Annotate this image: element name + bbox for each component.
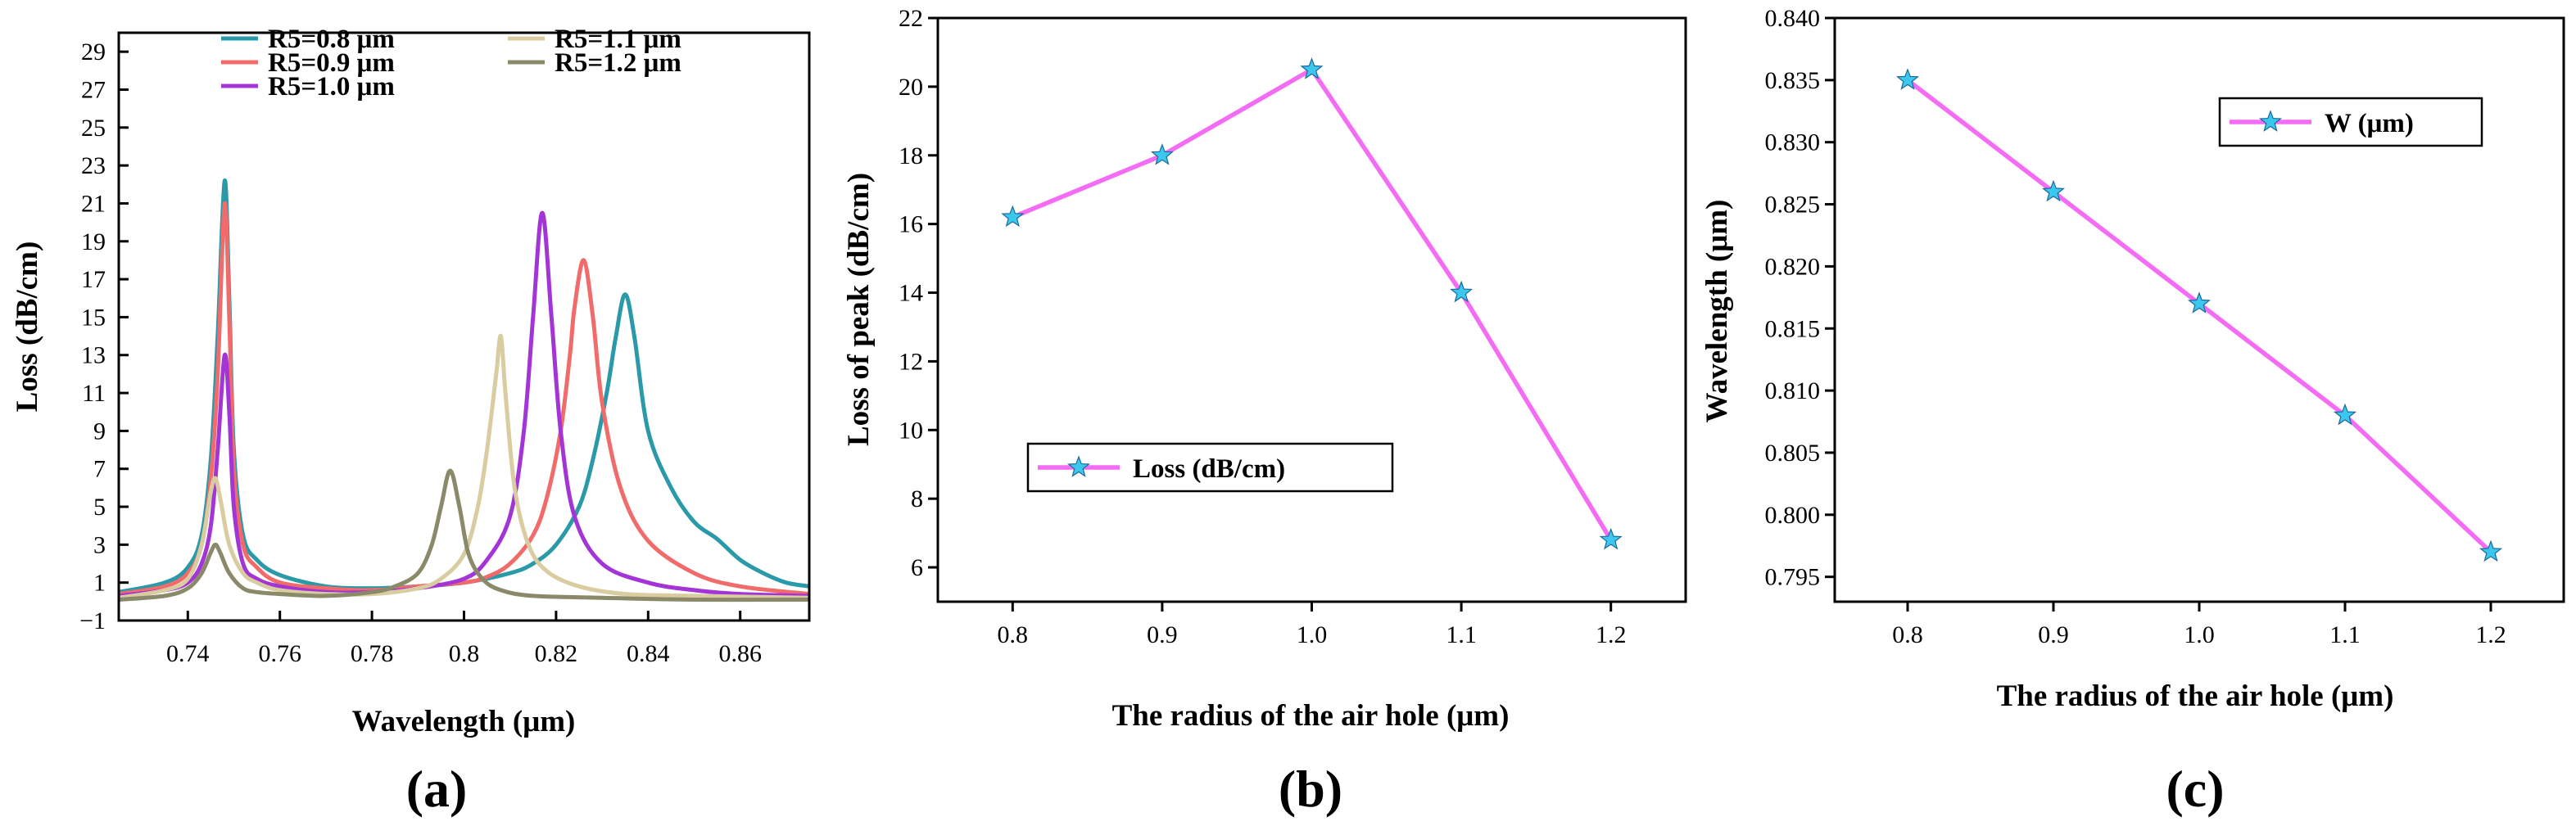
data-point-star: [1300, 57, 1324, 79]
x-axis-label-a: Wavelength (μm): [352, 705, 576, 738]
x-tick-label: 0.9: [1147, 621, 1178, 648]
y-tick-label: 19: [81, 228, 106, 255]
y-tick-label: 29: [81, 38, 106, 65]
series-line: [119, 334, 809, 600]
y-tick-label: 27: [81, 76, 106, 103]
panel-label-c: (c): [2166, 760, 2224, 818]
y-tick-label: 22: [899, 5, 923, 32]
y-tick-label: 1: [93, 570, 106, 597]
x-tick-label: 1.1: [2329, 621, 2361, 648]
x-tick-label: 0.8: [449, 640, 480, 667]
y-tick-label: 0.830: [1765, 129, 1821, 156]
x-tick-label: 0.8: [998, 621, 1029, 648]
y-axis-label-a: Loss (dB/cm): [11, 241, 44, 413]
data-point-star: [1150, 143, 1174, 165]
legend-entry: R5=1.0 μm: [268, 72, 395, 102]
panel-a: 0.74 0.76 0.78 0.8 0.82 0.84 0.86 −11357911131…: [11, 25, 811, 818]
y-tick-label: 0.835: [1765, 67, 1821, 94]
legend-entry: R5=1.2 μm: [555, 48, 681, 78]
legend-b: Loss (dB/cm): [1026, 442, 1394, 493]
plot-frame-b: [936, 16, 1687, 603]
data-point-star: [2333, 403, 2357, 426]
series-line: [119, 210, 809, 598]
legend-c: W (μm): [2218, 97, 2483, 147]
x-tick-label: 1.0: [2184, 621, 2215, 648]
legend-entry: W (μm): [2325, 109, 2414, 138]
x-tick-label: 0.84: [627, 640, 670, 667]
y-tick-label: −1: [79, 607, 106, 634]
data-point-star: [2187, 291, 2212, 314]
panel-label-b: (b): [1279, 760, 1342, 818]
x-tick-label: 0.9: [2038, 621, 2069, 648]
y-tick-label: 7: [93, 456, 106, 483]
x-tick-label: 0.8: [1892, 621, 1923, 648]
y-tick-label: 20: [899, 74, 923, 101]
x-axis-label-b: The radius of the air hole (μm): [1112, 699, 1510, 733]
y-tick-label: 5: [93, 494, 106, 521]
y-axis-label-b: Loss of peak (dB/cm): [842, 173, 876, 446]
x-tick-label: 0.82: [535, 640, 578, 667]
series-line: [119, 468, 809, 603]
y-tick-label: 10: [899, 417, 923, 444]
x-tick-label: 1.2: [2475, 621, 2506, 648]
y-tick-label: 14: [899, 280, 923, 307]
data-point-star: [2041, 179, 2066, 202]
legend-entry: R5=1.1 μm: [555, 25, 681, 54]
y-tick-label: 0.815: [1765, 315, 1821, 342]
y-tick-label: 15: [81, 304, 106, 331]
y-tick-label: 6: [911, 554, 923, 581]
data-point-star: [2479, 539, 2503, 562]
y-tick-label: 13: [81, 342, 106, 369]
x-tick-label: 1.2: [1596, 621, 1627, 648]
y-tick-label: 0.800: [1765, 502, 1821, 529]
y-tick-label: 0.805: [1765, 440, 1821, 467]
y-tick-label: 0.840: [1765, 5, 1821, 32]
legend-star-icon: [2258, 110, 2283, 132]
data-point-star: [1001, 205, 1025, 228]
panel-label-a: (a): [406, 760, 468, 818]
panel-b: 0.8 0.9 1.0 1.1 1.2 6 8 10 12 14 16 18 20 22 The rad…: [842, 5, 1687, 818]
y-tick-label: 8: [911, 485, 923, 512]
x-tick-label: 1.1: [1446, 621, 1477, 648]
y-tick-label: 18: [899, 142, 923, 169]
y-tick-label: 11: [82, 380, 106, 407]
y-tick-label: 17: [81, 266, 106, 293]
y-tick-label: 0.795: [1765, 564, 1821, 591]
y-tick-label: 23: [81, 152, 106, 179]
legend-entry: R5=0.8 μm: [268, 25, 395, 54]
y-tick-label: 25: [81, 115, 106, 142]
x-tick-label: 1.0: [1297, 621, 1328, 648]
y-tick-label: 16: [899, 211, 923, 238]
y-tick-label: 0.820: [1765, 253, 1821, 280]
y-axis-label-c: Wavelength (μm): [1700, 200, 1734, 423]
y-tick-label: 0.810: [1765, 377, 1821, 404]
x-axis-label-c: The radius of the air hole (μm): [1997, 679, 2394, 713]
y-tick-label: 21: [81, 190, 106, 217]
y-tick-label: 3: [93, 531, 106, 558]
x-tick-label: 0.76: [258, 640, 301, 667]
x-tick-label: 0.86: [718, 640, 762, 667]
panel-c: 0.8 0.9 1.0 1.1 1.2 0.795 0.800 0.805 0.810 0.81…: [1700, 5, 2565, 818]
data-point-star: [1450, 280, 1474, 303]
data-point-star: [1599, 527, 1623, 550]
x-tick-label: 0.78: [351, 640, 394, 667]
legend-entry: Loss (dB/cm): [1133, 454, 1285, 484]
legend-entry: R5=0.9 μm: [268, 48, 395, 78]
y-tick-label: 0.825: [1765, 192, 1821, 219]
legend-box: [2218, 97, 2483, 147]
data-point-star: [1895, 68, 1920, 90]
series-line: [1906, 78, 2492, 554]
legend-star-icon: [1066, 455, 1091, 477]
x-tick-label: 0.74: [166, 640, 210, 667]
y-tick-label: 9: [93, 418, 106, 445]
y-tick-label: 12: [899, 348, 923, 375]
